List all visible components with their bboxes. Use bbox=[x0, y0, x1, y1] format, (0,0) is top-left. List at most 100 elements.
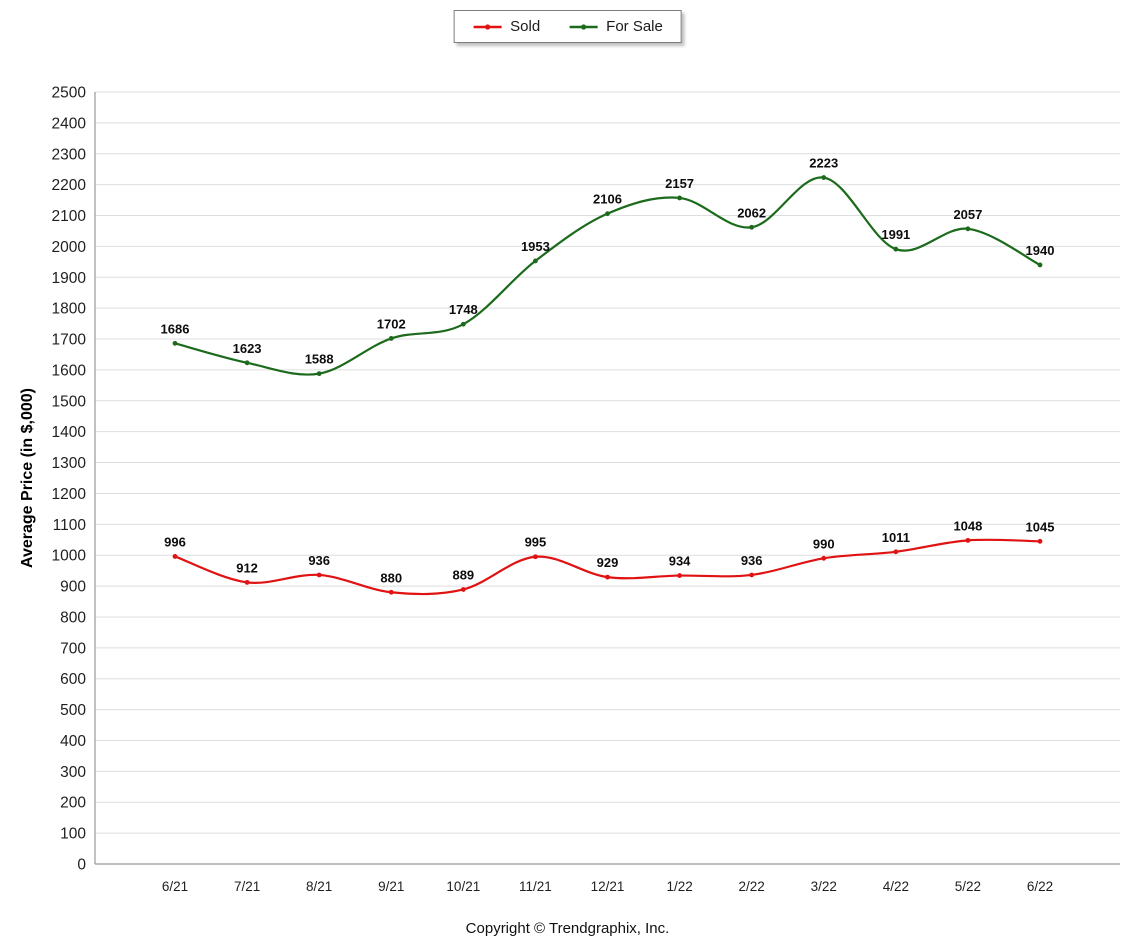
legend-label-for-sale: For Sale bbox=[606, 18, 663, 35]
sold-marker bbox=[316, 572, 322, 578]
sold-marker bbox=[533, 554, 538, 560]
y-tick-label: 2100 bbox=[52, 208, 87, 225]
data-label: 1940 bbox=[1026, 243, 1055, 258]
sold-line-icon bbox=[473, 23, 502, 30]
for-sale-marker bbox=[460, 321, 466, 327]
sold-marker bbox=[749, 572, 755, 578]
x-tick-label: 6/22 bbox=[1027, 879, 1053, 894]
price-chart-svg: 0 100 200 300 400 500 600 700 800 900 1000 1100 1200… bbox=[52, 85, 1120, 894]
data-label: 2106 bbox=[593, 192, 622, 207]
data-label: 2157 bbox=[665, 176, 694, 191]
data-label: 936 bbox=[741, 553, 763, 568]
y-tick-label: 1400 bbox=[52, 424, 87, 441]
data-label: 2057 bbox=[953, 207, 982, 222]
sold-marker bbox=[893, 549, 899, 555]
y-tick-label: 2000 bbox=[52, 239, 87, 256]
data-label: 995 bbox=[525, 535, 547, 550]
y-tick-label: 2500 bbox=[52, 85, 87, 102]
y-tick-label: 900 bbox=[60, 579, 86, 596]
x-tick-label: 8/21 bbox=[306, 879, 332, 894]
data-label: 1748 bbox=[449, 302, 478, 317]
data-label: 889 bbox=[452, 567, 474, 582]
for-sale-line-icon bbox=[569, 23, 598, 30]
for-sale-marker bbox=[965, 226, 971, 232]
data-label: 880 bbox=[380, 570, 402, 585]
y-tick-label: 700 bbox=[60, 640, 86, 657]
legend: Sold For Sale bbox=[453, 10, 682, 43]
y-tick-label: 1700 bbox=[52, 332, 87, 349]
data-label: 1953 bbox=[521, 239, 550, 254]
data-label: 1991 bbox=[881, 227, 910, 242]
for-sale-marker bbox=[1037, 262, 1043, 268]
sold-marker bbox=[244, 579, 250, 585]
for-sale-marker bbox=[605, 211, 610, 217]
legend-item-for-sale: For Sale bbox=[568, 18, 663, 35]
legend-item-sold: Sold bbox=[472, 18, 540, 35]
data-label: 1011 bbox=[882, 530, 910, 545]
data-label: 990 bbox=[813, 536, 835, 551]
for-sale-marker bbox=[533, 258, 538, 264]
y-tick-label: 0 bbox=[77, 857, 86, 874]
x-tick-label: 12/21 bbox=[591, 879, 625, 894]
for-sale-marker bbox=[388, 336, 394, 341]
data-label: 912 bbox=[236, 560, 258, 575]
x-tick-label: 1/22 bbox=[666, 879, 692, 894]
sold-marker bbox=[821, 555, 827, 561]
for-sale-marker bbox=[677, 195, 682, 201]
x-tick-label: 7/21 bbox=[234, 879, 260, 894]
sold-marker bbox=[1037, 538, 1043, 544]
copyright-text: Copyright © Trendgraphix, Inc. bbox=[465, 920, 670, 937]
data-label: 936 bbox=[308, 553, 330, 568]
x-tick-label: 6/21 bbox=[162, 879, 188, 894]
y-tick-label: 1900 bbox=[52, 270, 87, 287]
x-tick-label: 11/21 bbox=[519, 879, 552, 894]
y-tick-label: 1800 bbox=[52, 301, 87, 318]
y-tick-label: 1600 bbox=[52, 362, 87, 379]
data-label: 996 bbox=[164, 534, 186, 549]
y-tick-label: 400 bbox=[60, 733, 86, 750]
data-label: 929 bbox=[597, 555, 619, 570]
y-tick-label: 1300 bbox=[52, 455, 87, 472]
data-label: 1702 bbox=[377, 316, 406, 331]
for-sale-marker bbox=[893, 246, 899, 252]
for-sale-marker bbox=[244, 360, 250, 366]
y-tick-label: 1000 bbox=[52, 548, 87, 565]
y-tick-label: 100 bbox=[60, 826, 86, 843]
data-label: 934 bbox=[669, 554, 691, 569]
x-tick-label: 2/22 bbox=[739, 879, 765, 894]
y-tick-label: 200 bbox=[60, 795, 86, 812]
x-tick-label: 4/22 bbox=[883, 879, 909, 894]
data-label: 1588 bbox=[305, 352, 334, 367]
data-label: 1048 bbox=[953, 518, 982, 533]
x-tick-label: 5/22 bbox=[955, 879, 981, 894]
y-tick-label: 800 bbox=[60, 609, 86, 626]
x-tick-label: 10/21 bbox=[446, 879, 480, 894]
for-sale-marker bbox=[316, 371, 322, 377]
data-label: 2062 bbox=[737, 205, 766, 220]
y-tick-label: 1100 bbox=[53, 517, 87, 534]
y-tick-label: 500 bbox=[60, 702, 86, 719]
x-tick-label: 9/21 bbox=[378, 879, 404, 894]
sold-marker bbox=[605, 574, 610, 580]
legend-label-sold: Sold bbox=[510, 18, 541, 35]
y-tick-label: 2200 bbox=[52, 177, 87, 194]
sold-marker bbox=[677, 573, 682, 578]
y-tick-label: 300 bbox=[60, 764, 86, 781]
y-tick-label: 2300 bbox=[52, 146, 87, 163]
y-tick-label: 1500 bbox=[52, 393, 87, 410]
for-sale-marker bbox=[821, 175, 827, 180]
sold-marker bbox=[460, 587, 466, 592]
x-tick-label: 3/22 bbox=[811, 879, 837, 894]
sold-marker bbox=[388, 589, 394, 595]
for-sale-line bbox=[173, 176, 1042, 376]
for-sale-marker bbox=[749, 224, 755, 230]
y-tick-label: 600 bbox=[60, 671, 86, 688]
data-label: 2223 bbox=[809, 156, 838, 171]
y-tick-label: 2400 bbox=[52, 115, 87, 132]
data-label: 1623 bbox=[233, 341, 262, 356]
for-sale-marker bbox=[172, 340, 178, 346]
sold-marker bbox=[965, 537, 971, 543]
data-label: 1686 bbox=[161, 321, 190, 336]
y-tick-label: 1200 bbox=[52, 486, 87, 503]
